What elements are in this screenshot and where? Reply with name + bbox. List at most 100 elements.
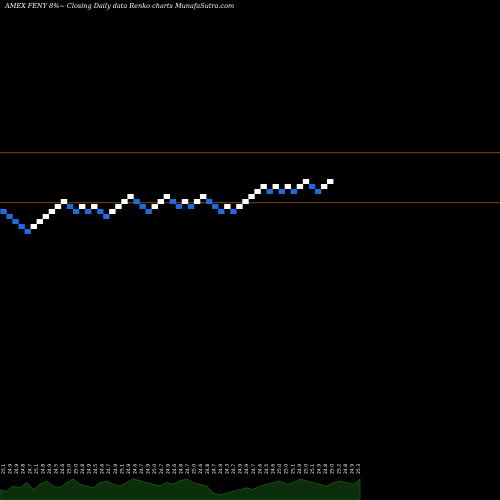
x-tick-label: 24.3 xyxy=(225,464,231,474)
x-tick-label: 24.9 xyxy=(349,464,355,474)
renko-brick xyxy=(212,204,219,209)
renko-brick xyxy=(248,194,255,199)
renko-brick xyxy=(78,204,86,209)
renko-brick xyxy=(30,224,37,229)
renko-brick xyxy=(175,204,183,209)
x-tick-label: 24.9 xyxy=(317,464,323,474)
renko-brick xyxy=(103,214,110,219)
renko-brick xyxy=(199,194,207,199)
chart-title: AMEX FENY 8%~ Closing Daily data Renko c… xyxy=(5,2,235,10)
x-tick-label: 24.7 xyxy=(185,464,191,474)
x-tick-label: 25.1 xyxy=(34,464,40,474)
x-tick-label: 24.6 xyxy=(271,464,277,474)
renko-brick xyxy=(133,199,140,204)
x-tick-label: 24.8 xyxy=(80,464,86,474)
x-tick-label: 24.8 xyxy=(21,464,27,474)
x-tick-label: 24.9 xyxy=(165,464,171,474)
x-tick-label: 25.0 xyxy=(73,464,79,474)
renko-brick xyxy=(145,209,152,214)
x-tick-label: 25.1 xyxy=(1,464,7,474)
x-tick-label: 25.2 xyxy=(336,464,342,474)
x-tick-label: 25.3 xyxy=(356,464,362,474)
renko-brick xyxy=(36,219,43,224)
renko-brick xyxy=(42,214,50,219)
renko-brick xyxy=(224,204,231,209)
x-tick-label: 24.8 xyxy=(40,464,46,474)
renko-brick xyxy=(72,209,80,214)
x-tick-label: 24.6 xyxy=(198,464,204,474)
x-tick-label: 25.1 xyxy=(310,464,316,474)
x-tick-label: 24.8 xyxy=(323,464,329,474)
x-tick-label: 24.8 xyxy=(205,464,211,474)
renko-brick xyxy=(284,184,292,189)
renko-brick xyxy=(109,209,116,214)
x-tick-label: 24.9 xyxy=(47,464,53,474)
renko-brick xyxy=(320,184,328,189)
renko-brick xyxy=(85,209,92,214)
x-tick-label: 24.8 xyxy=(343,464,349,474)
x-tick-label: 24.7 xyxy=(139,464,145,474)
renko-brick xyxy=(302,179,310,184)
x-tick-label: 25.0 xyxy=(330,464,336,474)
x-tick-label: 24.6 xyxy=(172,464,178,474)
renko-brick xyxy=(254,189,261,194)
renko-brick xyxy=(115,204,122,209)
renko-brick xyxy=(6,214,13,219)
x-tick-label: 24.9 xyxy=(14,464,20,474)
renko-brick xyxy=(242,199,249,204)
x-tick-label: 24.9 xyxy=(86,464,92,474)
renko-brick xyxy=(314,189,322,194)
renko-brick xyxy=(327,179,334,184)
renko-brick xyxy=(91,204,98,209)
renko-brick xyxy=(290,189,298,194)
x-tick-label: 24.7 xyxy=(106,464,112,474)
renko-brick xyxy=(163,194,171,199)
renko-brick xyxy=(260,184,267,189)
renko-brick xyxy=(218,209,225,214)
renko-brick xyxy=(181,199,189,204)
renko-brick xyxy=(121,199,128,204)
x-tick-label: 24.9 xyxy=(297,464,303,474)
x-tick-label: 25.0 xyxy=(152,464,158,474)
x-tick-label: 24.9 xyxy=(218,464,224,474)
x-tick-label: 25.0 xyxy=(284,464,290,474)
volume-area xyxy=(0,478,361,500)
renko-brick xyxy=(97,209,104,214)
x-tick-label: 24.7 xyxy=(231,464,237,474)
renko-brick xyxy=(127,194,134,199)
renko-brick xyxy=(12,219,19,224)
x-tick-label: 24.7 xyxy=(159,464,165,474)
renko-brick xyxy=(169,199,177,204)
x-tick-label: 25.1 xyxy=(119,464,125,474)
renko-brick xyxy=(24,229,31,234)
x-tick-label: 24.7 xyxy=(211,464,217,474)
x-tick-label: 24.5 xyxy=(264,464,270,474)
x-tick-label: 24.9 xyxy=(146,464,152,474)
x-tick-label: 25.1 xyxy=(290,464,296,474)
renko-brick xyxy=(278,189,285,194)
x-tick-label: 24.6 xyxy=(60,464,66,474)
renko-brick xyxy=(48,209,56,214)
renko-brick xyxy=(193,199,201,204)
renko-brick xyxy=(139,204,146,209)
x-tick-label: 24.6 xyxy=(132,464,138,474)
x-tick-label: 24.9 xyxy=(126,464,132,474)
renko-brick xyxy=(60,199,68,204)
x-tick-label: 24.5 xyxy=(54,464,60,474)
x-tick-label: 24.6 xyxy=(100,464,106,474)
x-tick-label: 24.9 xyxy=(244,464,250,474)
x-tick-label: 24.5 xyxy=(93,464,99,474)
x-tick-label: 24.7 xyxy=(27,464,33,474)
renko-brick xyxy=(272,184,279,189)
renko-brick xyxy=(157,199,164,204)
renko-brick xyxy=(236,204,243,209)
renko-brick xyxy=(66,204,74,209)
renko-brick xyxy=(296,184,304,189)
x-tick-label: 24.9 xyxy=(8,464,14,474)
x-tick-label: 25.0 xyxy=(277,464,283,474)
renko-brick xyxy=(266,189,273,194)
renko-brick xyxy=(151,204,158,209)
x-tick-label: 24.9 xyxy=(113,464,119,474)
x-tick-label: 24.6 xyxy=(257,464,263,474)
